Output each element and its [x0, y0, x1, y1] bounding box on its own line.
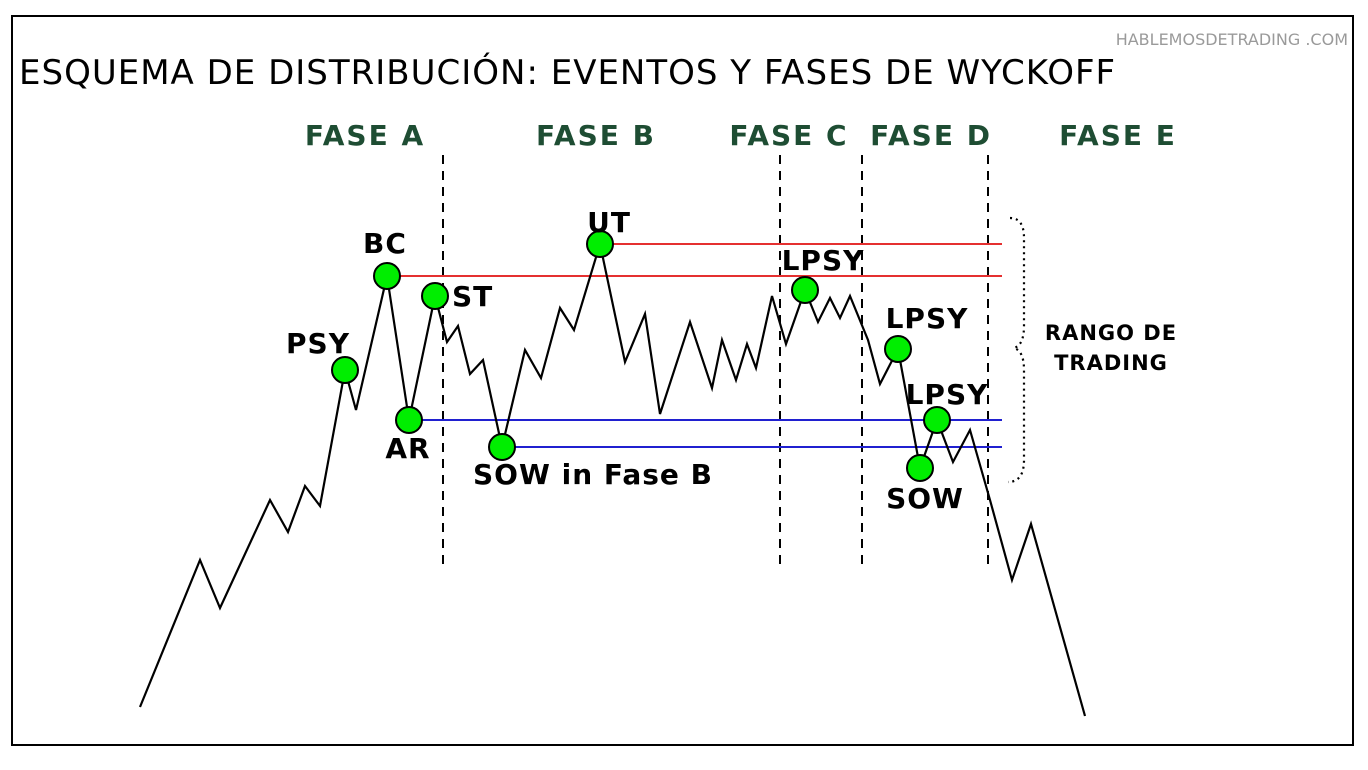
phase-b-label: FASE B	[536, 119, 656, 152]
trading-range-brace	[1007, 216, 1026, 484]
phase-dividers	[442, 155, 989, 570]
phase-a-label: FASE A	[305, 119, 425, 152]
psy-marker	[331, 356, 359, 384]
trading-range-label-line2: TRADING	[1054, 351, 1168, 375]
phase-c-label: FASE C	[729, 119, 848, 152]
diagram-frame	[11, 15, 1354, 746]
ut-marker	[586, 230, 614, 258]
phase-d-label: FASE D	[870, 119, 992, 152]
lpsy-3-marker	[923, 406, 951, 434]
diagram-title: ESQUEMA DE DISTRIBUCIÓN: EVENTOS Y FASES…	[19, 52, 1116, 93]
bc-marker	[373, 262, 401, 290]
ar-label: AR	[385, 432, 430, 465]
trading-range-label-line1: RANGO DE	[1045, 321, 1177, 345]
event-markers	[331, 230, 951, 482]
psy-label: PSY	[286, 327, 350, 360]
ar-marker	[395, 406, 423, 434]
st-marker	[421, 282, 449, 310]
phase-e-label: FASE E	[1059, 119, 1177, 152]
ut-label: UT	[587, 206, 631, 239]
lpsy-2-marker	[884, 335, 912, 363]
st-label: ST	[452, 280, 493, 313]
sow-marker	[906, 454, 934, 482]
sow-phase-b-marker	[488, 433, 516, 461]
lpsy-1-label: LPSY	[782, 244, 865, 277]
bc-label: BC	[363, 227, 407, 260]
lpsy-3-label: LPSY	[906, 378, 989, 411]
sow-phase-b-label: SOW in Fase B	[473, 458, 713, 491]
lpsy-1-marker	[791, 276, 819, 304]
lpsy-2-label: LPSY	[886, 302, 969, 335]
watermark: HABLEMOSDETRADING .COM	[1116, 30, 1348, 49]
sow-label: SOW	[886, 482, 964, 515]
